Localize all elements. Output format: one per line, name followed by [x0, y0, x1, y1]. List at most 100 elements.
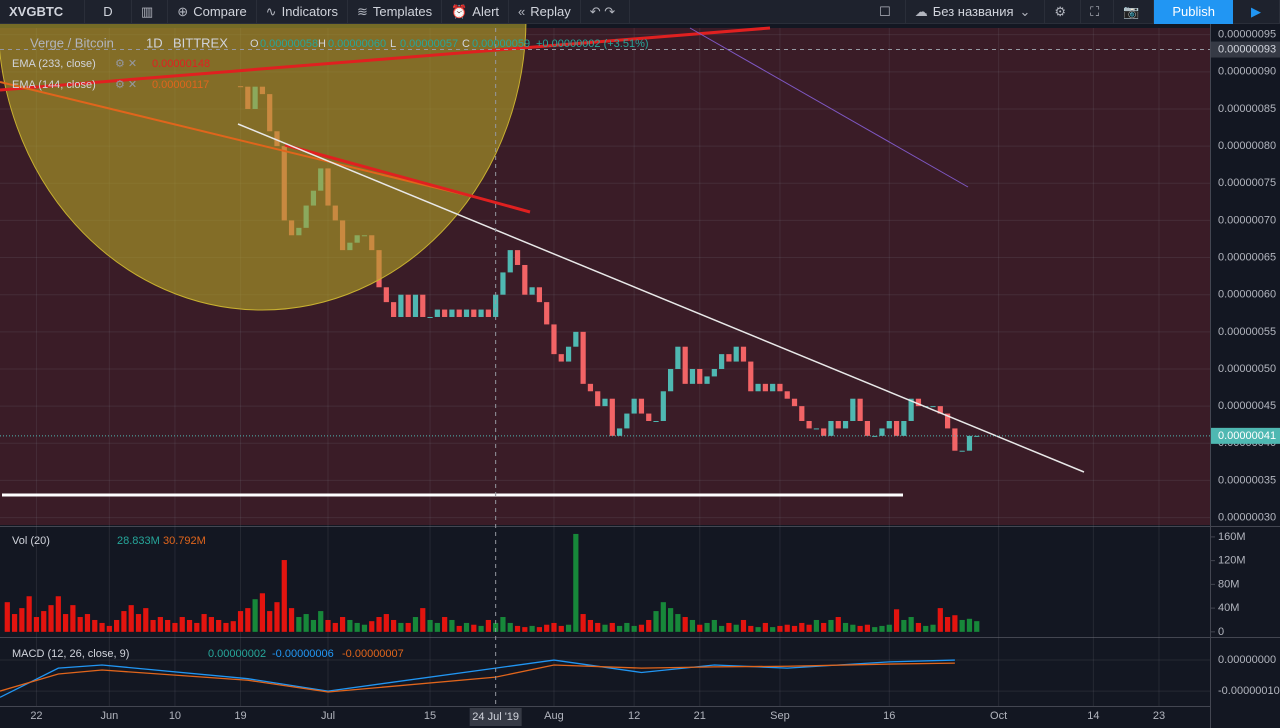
volume-bar — [784, 624, 790, 632]
layout-name[interactable]: ☁ Без названия ⌄ — [906, 0, 1046, 24]
candle — [697, 368, 703, 384]
volume-tick-label: 80M — [1218, 578, 1239, 590]
volume-bar — [522, 627, 528, 632]
volume-bar — [966, 618, 973, 632]
candle — [638, 398, 645, 414]
macd-title[interactable]: MACD (12, 26, close, 9) — [12, 648, 129, 660]
volume-bar — [354, 622, 360, 632]
volume-bar — [602, 624, 608, 632]
candle — [573, 331, 579, 347]
study-controls[interactable]: ⚙ ✕ — [115, 79, 137, 91]
volume-bar — [165, 619, 171, 632]
snapshot-button[interactable]: 📷 — [1114, 0, 1155, 24]
fullscreen-button[interactable]: ⛶ — [1081, 0, 1115, 24]
x-tick-label: 16 — [883, 710, 895, 722]
drawings — [0, 0, 1085, 497]
symbol-search[interactable]: XVGBTC — [0, 0, 85, 24]
publish-button[interactable]: Publish — [1154, 0, 1233, 24]
volume-tick-label: 0 — [1218, 626, 1224, 638]
candle — [813, 428, 819, 430]
volume-bar — [216, 619, 222, 632]
chart-style-button[interactable]: ▥ — [132, 0, 169, 24]
volume-bar — [332, 622, 338, 632]
settings-button[interactable]: ⚙ — [1045, 0, 1082, 24]
candle — [595, 391, 601, 407]
volume-bar — [267, 611, 273, 632]
macd-tick-label: -0.00000010 — [1218, 685, 1280, 697]
play-button[interactable]: ▶ — [1233, 0, 1280, 24]
volume-bar — [573, 533, 579, 632]
alert-button[interactable]: ⏰ Alert — [442, 0, 510, 24]
volume-bar — [412, 617, 419, 632]
volume-bar — [77, 617, 83, 632]
volume-bar — [106, 625, 112, 632]
candle — [704, 376, 710, 384]
candle — [507, 250, 513, 273]
candle — [806, 420, 812, 429]
candle — [901, 420, 907, 436]
volume-bar — [835, 617, 841, 632]
candle — [616, 428, 623, 436]
replay-button[interactable]: «Replay — [509, 0, 581, 24]
volume-bar — [274, 602, 280, 632]
crosshair-x-label: 24 Jul '19 — [472, 711, 519, 723]
x-tick-label: 23 — [1153, 710, 1165, 722]
candle — [740, 346, 747, 362]
candle — [449, 309, 455, 317]
volume-bar — [668, 608, 674, 632]
volume-bar — [434, 622, 440, 632]
volume-bar — [828, 619, 834, 632]
volume-bar — [864, 624, 871, 632]
x-tick-label: 10 — [169, 710, 181, 722]
fullscreen-toggle[interactable]: ☐ — [870, 0, 906, 24]
indicators-button[interactable]: ∿ Indicators — [257, 0, 348, 24]
volume-bar — [609, 622, 615, 632]
y-tick-label: 0.00000085 — [1218, 103, 1276, 115]
candle — [602, 398, 608, 407]
volume-bar — [660, 602, 666, 632]
study-name[interactable]: EMA (233, close) — [12, 58, 96, 70]
volume-title[interactable]: Vol (20) — [12, 535, 50, 547]
volume-bar — [653, 611, 659, 632]
volume-bar — [624, 622, 630, 632]
candle — [631, 398, 637, 414]
candle — [544, 302, 550, 325]
x-tick-label: 12 — [628, 710, 640, 722]
volume-bar — [405, 622, 411, 632]
candle — [536, 287, 542, 303]
last-price-box — [1211, 427, 1280, 444]
volume-bar — [420, 608, 426, 632]
compare-button[interactable]: ⊕ Compare — [168, 0, 257, 24]
candle — [653, 420, 659, 422]
candle — [522, 264, 528, 295]
volume-bar — [449, 619, 455, 632]
macd-line — [0, 659, 955, 698]
study-name[interactable]: EMA (144, close) — [12, 79, 96, 91]
volume-bar — [755, 627, 761, 632]
x-tick-label: Oct — [990, 710, 1007, 722]
study-controls[interactable]: ⚙ ✕ — [115, 58, 137, 70]
volume-bar — [186, 619, 193, 632]
candle — [915, 398, 922, 407]
templates-button[interactable]: ≋ Templates — [348, 0, 443, 24]
candle — [405, 294, 411, 317]
volume-bar — [252, 599, 258, 632]
label: Templates — [372, 4, 433, 19]
symbol-title: Verge / Bitcoin — [30, 35, 114, 50]
volume-bar — [84, 614, 91, 632]
volume-bar — [565, 624, 572, 632]
volume-bar — [347, 619, 353, 632]
volume-bar — [558, 625, 564, 632]
volume-bar — [813, 619, 819, 632]
volume-bar — [806, 624, 812, 632]
y-tick-label: 0.00000045 — [1218, 400, 1276, 412]
volume-bar — [587, 619, 594, 632]
x-tick-label: 22 — [30, 710, 42, 722]
trend-line — [0, 81, 471, 197]
volume-bar — [318, 611, 324, 632]
candle — [733, 346, 739, 362]
interval-button[interactable]: D — [85, 0, 132, 24]
undo-redo[interactable]: ↶ ↷ — [581, 0, 631, 24]
candle — [427, 316, 433, 318]
volume-bar — [70, 605, 76, 632]
